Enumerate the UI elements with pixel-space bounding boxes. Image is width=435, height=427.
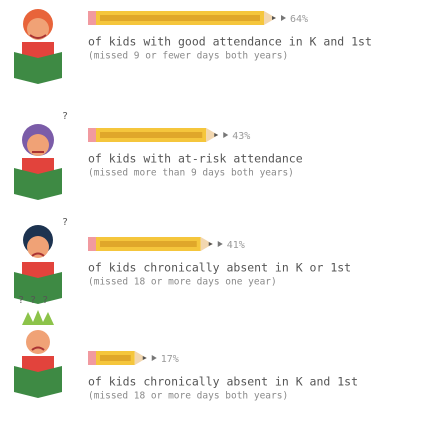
- arrow: [223, 132, 228, 138]
- infographic: ? ? ? ? ? 64% of kids with good attendanc…: [0, 0, 435, 427]
- pencil-eraser: [88, 11, 96, 25]
- pencil-stripe: [100, 132, 202, 138]
- category-note: (missed 9 or fewer days both years): [88, 51, 288, 62]
- kid-icon: [14, 9, 62, 84]
- kid-icons: ? ? ? ? ?: [14, 9, 68, 398]
- category-label: of kids with good attendance in K and 1s…: [88, 35, 372, 49]
- pencil-point: [214, 133, 218, 137]
- value-label: 17%: [161, 354, 179, 365]
- arrow: [281, 15, 286, 21]
- pencil-stripe: [100, 15, 260, 21]
- pencil-point: [143, 356, 147, 360]
- pencil-stripe: [100, 241, 197, 247]
- arrow: [218, 241, 223, 247]
- svg-text:? ? ?: ? ? ?: [18, 295, 48, 306]
- category-label: of kids chronically absent in K or 1st: [88, 261, 351, 275]
- category-label: of kids chronically absent in K and 1st: [88, 375, 358, 389]
- category-note: (missed more than 9 days both years): [88, 168, 294, 179]
- category-note: (missed 18 or more days one year): [88, 277, 277, 288]
- category-note: (missed 18 or more days both years): [88, 391, 288, 402]
- kid-icon: ?: [14, 111, 68, 200]
- category-label: of kids with at-risk attendance: [88, 152, 303, 166]
- pencil-eraser: [88, 128, 96, 142]
- pencil-point: [209, 242, 213, 246]
- pencil-point: [272, 16, 276, 20]
- pencil-eraser: [88, 351, 96, 365]
- svg-text:?: ?: [62, 217, 68, 228]
- kid-icon: ?: [14, 217, 68, 304]
- kid-icon: ? ? ?: [14, 295, 62, 398]
- pencil-eraser: [88, 237, 96, 251]
- arrow: [152, 355, 157, 361]
- svg-text:?: ?: [62, 111, 68, 122]
- value-label: 41%: [227, 240, 245, 251]
- value-label: 43%: [232, 131, 250, 142]
- value-label: 64%: [290, 14, 308, 25]
- pencil-stripe: [100, 355, 131, 361]
